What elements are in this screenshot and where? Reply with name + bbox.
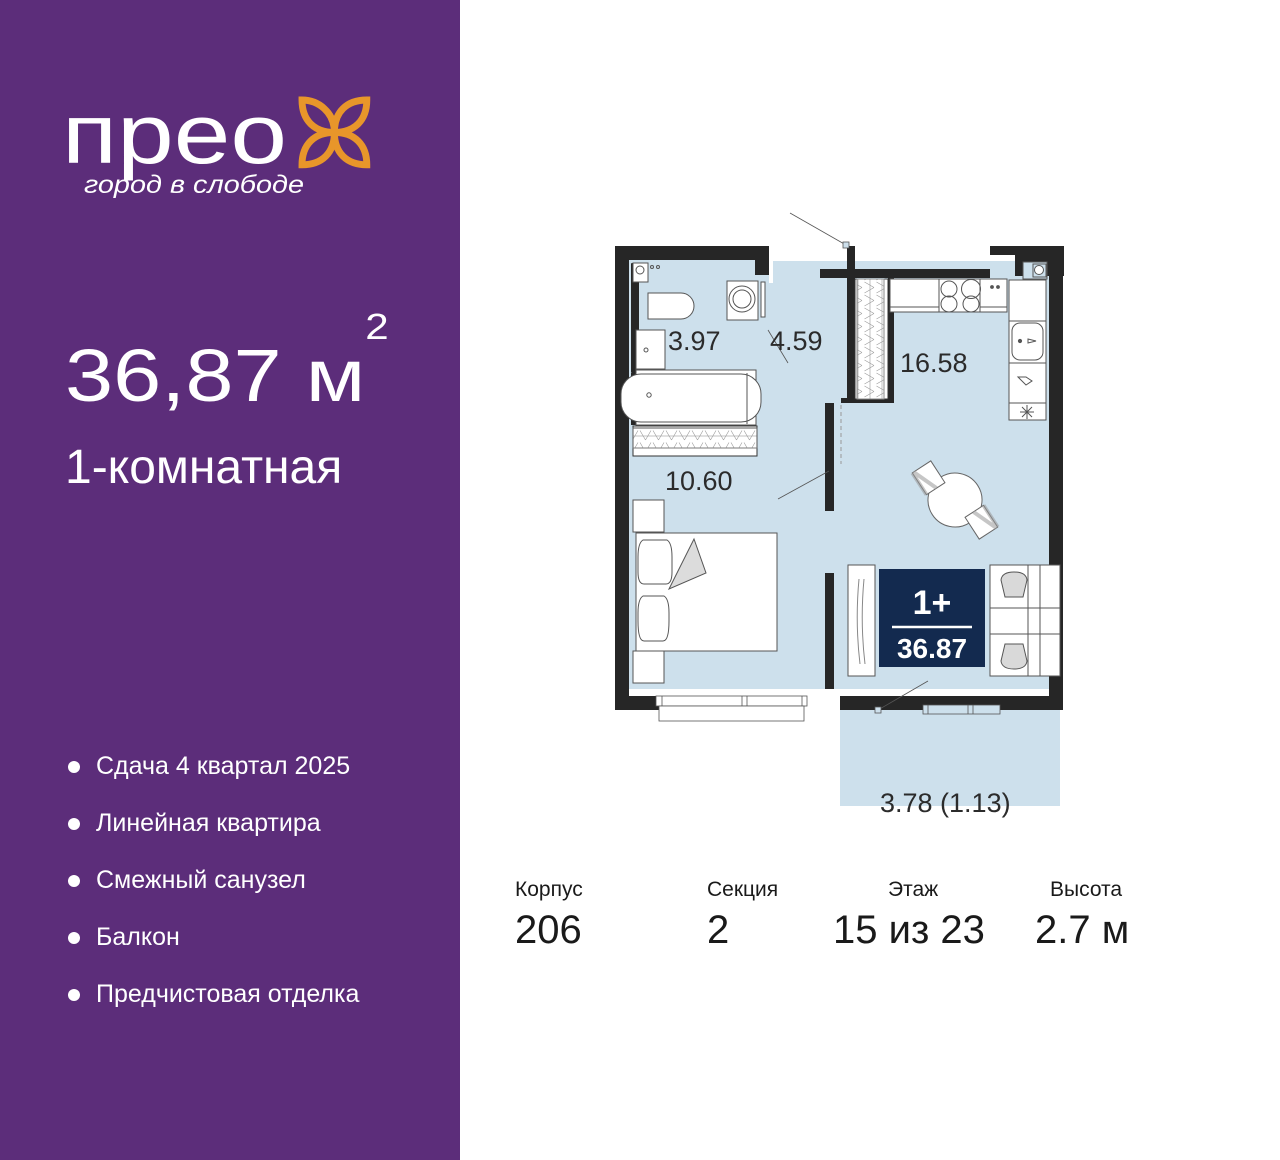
svg-text:4.59: 4.59	[770, 326, 823, 356]
svg-text:город в слободе: город в слободе	[84, 171, 304, 199]
svg-text:прео: прео	[62, 95, 287, 181]
svg-text:3.97: 3.97	[668, 326, 721, 356]
svg-text:10.60: 10.60	[665, 466, 733, 496]
svg-text:36.87: 36.87	[897, 633, 967, 664]
svg-text:3.78 (1.13): 3.78 (1.13)	[880, 788, 1011, 818]
svg-text:16.58: 16.58	[900, 348, 968, 378]
svg-text:1+: 1+	[913, 584, 952, 622]
